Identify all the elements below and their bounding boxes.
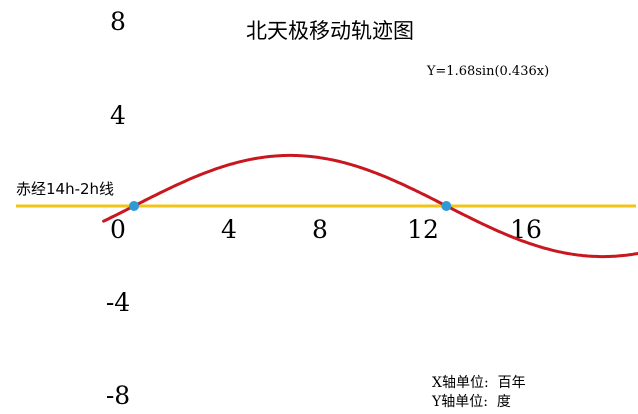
x-tick-label: 8 <box>312 215 328 244</box>
x-tick-labels: 0 4 8 12 16 <box>110 215 542 244</box>
y-tick-label: -8 <box>106 381 130 410</box>
intersection-point <box>129 201 139 211</box>
y-unit-note: Y轴单位: 度 <box>431 394 511 410</box>
x-tick-label: 12 <box>407 215 439 244</box>
x-tick-label: 0 <box>110 215 126 244</box>
x-tick-label: 4 <box>221 215 237 244</box>
chart-equation: Y=1.68sin(0.436x) <box>426 64 549 79</box>
reference-line-label: 赤经14h-2h线 <box>16 180 114 198</box>
intersection-points <box>129 201 452 211</box>
y-tick-label: 8 <box>110 7 126 36</box>
y-tick-label: -4 <box>106 288 130 317</box>
y-tick-labels: 8 4 -4 -8 <box>106 7 130 410</box>
series-line <box>102 153 638 259</box>
chart-title: 北天极移动轨迹图 <box>246 19 414 43</box>
y-tick-label: 4 <box>110 101 126 130</box>
x-unit-note: X轴单位: 百年 <box>432 375 526 391</box>
intersection-point <box>441 201 452 211</box>
